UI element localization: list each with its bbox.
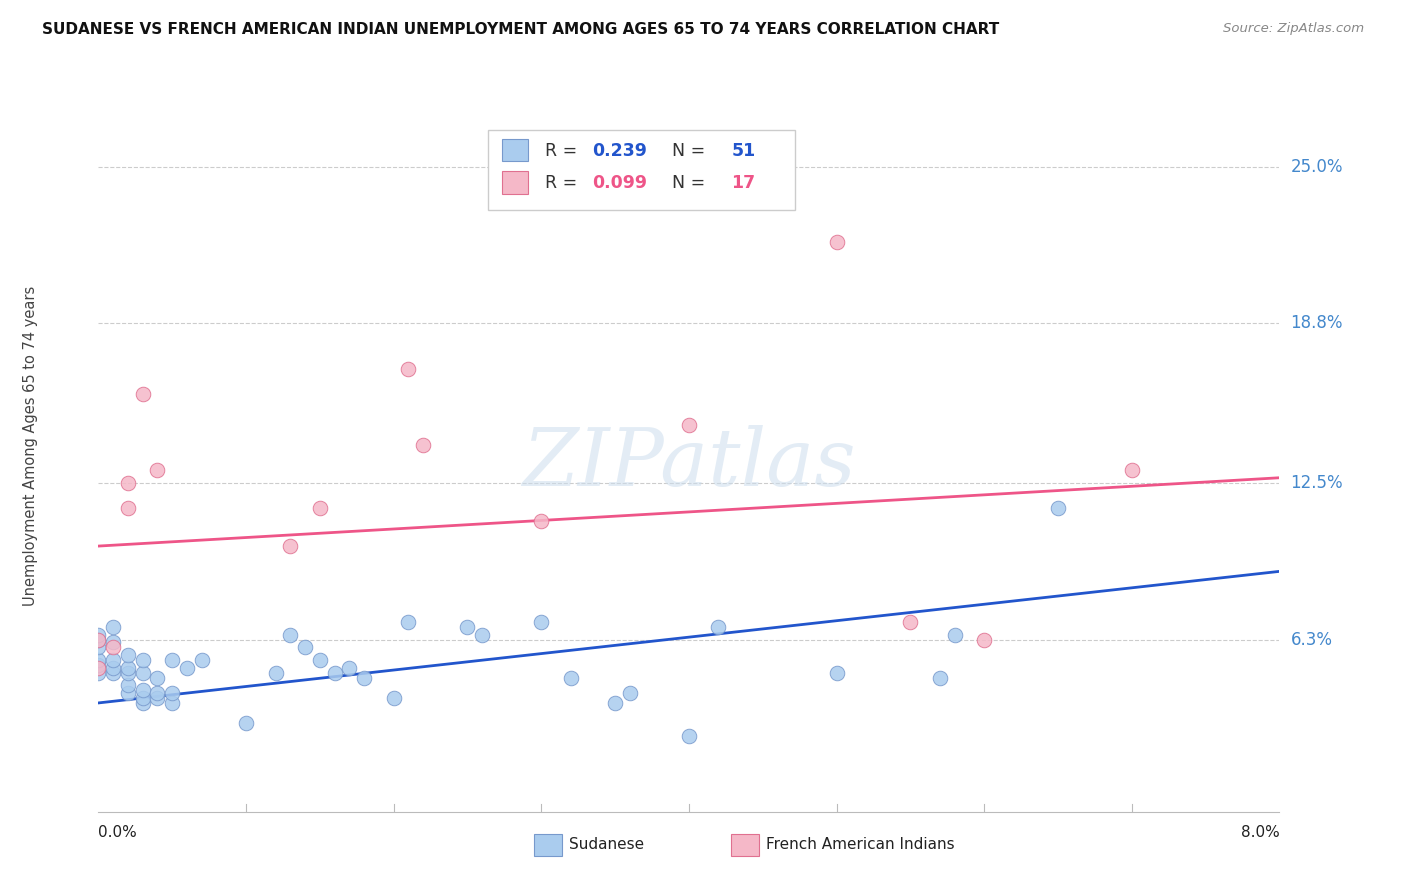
Point [162, 686, 183, 700]
Text: 17: 17 [731, 175, 755, 193]
Point [87, 657, 110, 672]
Point [103, 653, 124, 667]
Text: ZIPatlas: ZIPatlas [522, 425, 856, 502]
Point [87, 627, 110, 641]
Text: 25.0%: 25.0% [1291, 158, 1343, 176]
Text: 0.099: 0.099 [592, 175, 647, 193]
Point [396, 615, 419, 629]
Point [162, 653, 183, 667]
Point [973, 632, 995, 647]
Point [132, 665, 155, 680]
Text: SUDANESE VS FRENCH AMERICAN INDIAN UNEMPLOYMENT AMONG AGES 65 TO 74 YEARS CORREL: SUDANESE VS FRENCH AMERICAN INDIAN UNEMP… [42, 22, 1000, 37]
Point [412, 438, 434, 452]
Point [132, 696, 155, 710]
Point [898, 615, 921, 629]
Point [87, 653, 110, 667]
Point [1046, 501, 1069, 516]
Point [87, 665, 110, 680]
Point [707, 620, 730, 634]
Point [103, 665, 124, 680]
Point [530, 514, 553, 528]
Point [264, 665, 287, 680]
Text: N =: N = [661, 175, 710, 193]
Point [87, 632, 110, 647]
Text: 51: 51 [731, 142, 755, 160]
Point [619, 686, 641, 700]
Point [308, 501, 332, 516]
Point [337, 660, 360, 674]
Text: N =: N = [661, 142, 710, 160]
Point [132, 690, 155, 705]
Point [117, 660, 139, 674]
Point [678, 729, 700, 743]
Point [103, 640, 124, 655]
Text: 8.0%: 8.0% [1240, 825, 1279, 840]
Point [382, 690, 405, 705]
Point [1121, 463, 1143, 477]
Point [146, 671, 169, 685]
Point [117, 648, 139, 662]
Point [87, 640, 110, 655]
Point [605, 696, 627, 710]
Point [103, 660, 124, 674]
Point [162, 696, 183, 710]
Text: 0.239: 0.239 [592, 142, 647, 160]
Point [560, 671, 582, 685]
Point [117, 501, 139, 516]
Point [396, 362, 419, 376]
Text: 12.5%: 12.5% [1291, 474, 1343, 491]
Point [530, 615, 553, 629]
Point [825, 235, 848, 250]
Point [146, 463, 169, 477]
Point [323, 665, 346, 680]
FancyBboxPatch shape [502, 139, 529, 161]
Text: French American Indians: French American Indians [766, 838, 955, 852]
Text: Source: ZipAtlas.com: Source: ZipAtlas.com [1223, 22, 1364, 36]
Point [117, 475, 139, 490]
Point [146, 686, 169, 700]
Point [278, 627, 301, 641]
Point [117, 678, 139, 692]
Point [176, 660, 198, 674]
Point [943, 627, 966, 641]
Text: Sudanese: Sudanese [569, 838, 644, 852]
FancyBboxPatch shape [502, 171, 529, 194]
Point [235, 716, 257, 731]
Point [278, 539, 301, 553]
Point [146, 690, 169, 705]
Point [825, 665, 848, 680]
Point [353, 671, 375, 685]
Point [471, 627, 494, 641]
Point [191, 653, 214, 667]
Point [928, 671, 950, 685]
Point [103, 620, 124, 634]
Text: 6.3%: 6.3% [1291, 631, 1333, 648]
Text: 0.0%: 0.0% [98, 825, 138, 840]
FancyBboxPatch shape [488, 130, 796, 210]
Point [87, 660, 110, 674]
Point [117, 686, 139, 700]
Text: R =: R = [546, 142, 582, 160]
Point [308, 653, 332, 667]
Point [132, 387, 155, 401]
Point [456, 620, 478, 634]
Point [132, 653, 155, 667]
Point [117, 665, 139, 680]
Point [678, 417, 700, 432]
Point [87, 632, 110, 647]
Point [103, 635, 124, 649]
Point [132, 683, 155, 698]
Point [294, 640, 316, 655]
Text: Unemployment Among Ages 65 to 74 years: Unemployment Among Ages 65 to 74 years [24, 285, 38, 607]
Text: 18.8%: 18.8% [1291, 314, 1343, 333]
Text: R =: R = [546, 175, 582, 193]
